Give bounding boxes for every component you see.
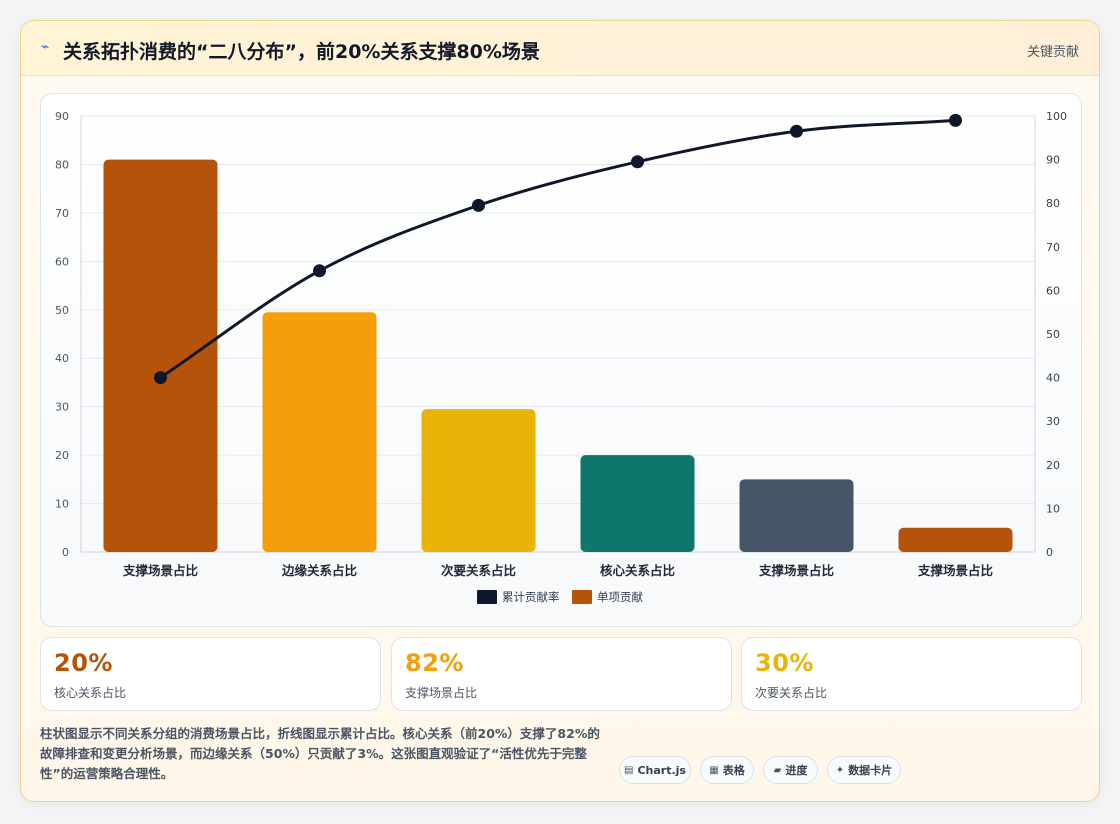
tag-chartjs[interactable]: ▤ Chart.js — [619, 756, 691, 784]
stat-card-2: 82% 支撑场景占比 — [391, 637, 732, 711]
cumulative-point — [790, 124, 803, 138]
x-tick-label: 支撑场景占比 — [758, 563, 835, 578]
stat-value: 20% — [54, 649, 113, 677]
bar — [262, 312, 377, 552]
stat-card-1: 20% 核心关系占比 — [40, 637, 381, 711]
y-right-tick-label: 40 — [1046, 372, 1060, 385]
cumulative-point — [313, 264, 326, 278]
tag-label: 进度 — [785, 764, 808, 777]
y-right-tick-label: 10 — [1046, 502, 1060, 515]
stat-label: 核心关系占比 — [54, 686, 127, 700]
x-tick-label: 次要关系占比 — [441, 563, 517, 578]
cumulative-point — [631, 155, 644, 169]
y-left-tick-label: 50 — [55, 304, 69, 317]
sparkle-icon: ✦ — [835, 764, 845, 776]
tag-data-card[interactable]: ✦ 数据卡片 — [827, 756, 901, 784]
progress-icon: ▰ — [773, 764, 782, 776]
cumulative-point — [949, 113, 962, 127]
y-left-tick-label: 10 — [55, 498, 69, 511]
x-tick-label: 边缘关系占比 — [281, 563, 358, 578]
lightning-icon: ⌁ — [41, 39, 50, 55]
tag-label: 表格 — [722, 764, 745, 777]
legend-label: 单项贡献 — [597, 590, 643, 604]
stat-label: 次要关系占比 — [755, 686, 828, 700]
bar — [739, 479, 854, 552]
y-right-tick-label: 30 — [1046, 415, 1060, 428]
page-title: 关系拓扑消费的“二八分布”，前20%关系支撑80%场景 — [63, 41, 540, 63]
y-left-tick-label: 90 — [55, 110, 69, 123]
legend-swatch-line — [477, 590, 497, 604]
tag-table[interactable]: ▦ 表格 — [700, 756, 754, 784]
x-tick-label: 支撑场景占比 — [917, 563, 994, 578]
y-right-tick-label: 70 — [1046, 241, 1060, 254]
legend-label: 累计贡献率 — [502, 590, 560, 604]
stat-card-3: 30% 次要关系占比 — [741, 637, 1082, 711]
chart-icon: ▤ — [624, 764, 634, 776]
dashboard-card: ⌁ 关系拓扑消费的“二八分布”，前20%关系支撑80%场景 关键贡献 0 10 20… — [20, 20, 1100, 802]
y-left-tick-label: 40 — [55, 352, 69, 365]
bar — [103, 159, 218, 552]
x-tick-label: 核心关系占比 — [600, 563, 676, 578]
table-icon: ▦ — [709, 764, 719, 776]
stat-value: 82% — [405, 649, 464, 677]
y-right-tick-label: 80 — [1046, 197, 1060, 210]
bar — [898, 527, 1013, 552]
y-left-tick-label: 30 — [55, 401, 69, 414]
y-right-tick-label: 20 — [1046, 459, 1060, 472]
y-left-tick-label: 20 — [55, 449, 69, 462]
y-left-tick-label: 60 — [55, 255, 69, 268]
tag-progress[interactable]: ▰ 进度 — [763, 756, 818, 784]
stat-value: 30% — [755, 649, 814, 677]
y-right-tick-label: 100 — [1046, 110, 1067, 123]
stat-label: 支撑场景占比 — [405, 686, 478, 700]
tag-label: Chart.js — [637, 763, 686, 777]
cumulative-line — [159, 118, 956, 379]
y-left-tick-label: 70 — [55, 207, 69, 220]
card-header: ⌁ 关系拓扑消费的“二八分布”，前20%关系支撑80%场景 关键贡献 — [21, 21, 1099, 76]
bar — [580, 455, 695, 552]
x-tick-label: 支撑场景占比 — [122, 563, 199, 578]
y-right-tick-label: 60 — [1046, 284, 1060, 297]
cumulative-point — [472, 198, 485, 212]
pareto-chart: 0 10 20 30 40 50 60 70 80 90 0 10 20 30 40 50 60 70 80 90 10… — [55, 110, 1067, 604]
chart-description: 柱状图显示不同关系分组的消费场景占比，折线图显示累计占比。核心关系（前20%）支… — [40, 726, 600, 781]
y-right-tick-label: 0 — [1046, 546, 1053, 559]
chart-panel: 0 10 20 30 40 50 60 70 80 90 0 10 20 30 40 50 60 70 80 90 10… — [40, 93, 1082, 627]
tag-label: 数据卡片 — [848, 764, 893, 777]
cumulative-point — [154, 371, 167, 385]
y-right-tick-label: 50 — [1046, 328, 1060, 341]
legend-swatch-bar — [572, 590, 592, 604]
bar — [421, 409, 536, 552]
y-right-tick-label: 90 — [1046, 154, 1060, 167]
y-left-tick-label: 80 — [55, 158, 69, 171]
y-left-tick-label: 0 — [62, 546, 69, 559]
header-tag: 关键贡献 — [1026, 45, 1079, 60]
